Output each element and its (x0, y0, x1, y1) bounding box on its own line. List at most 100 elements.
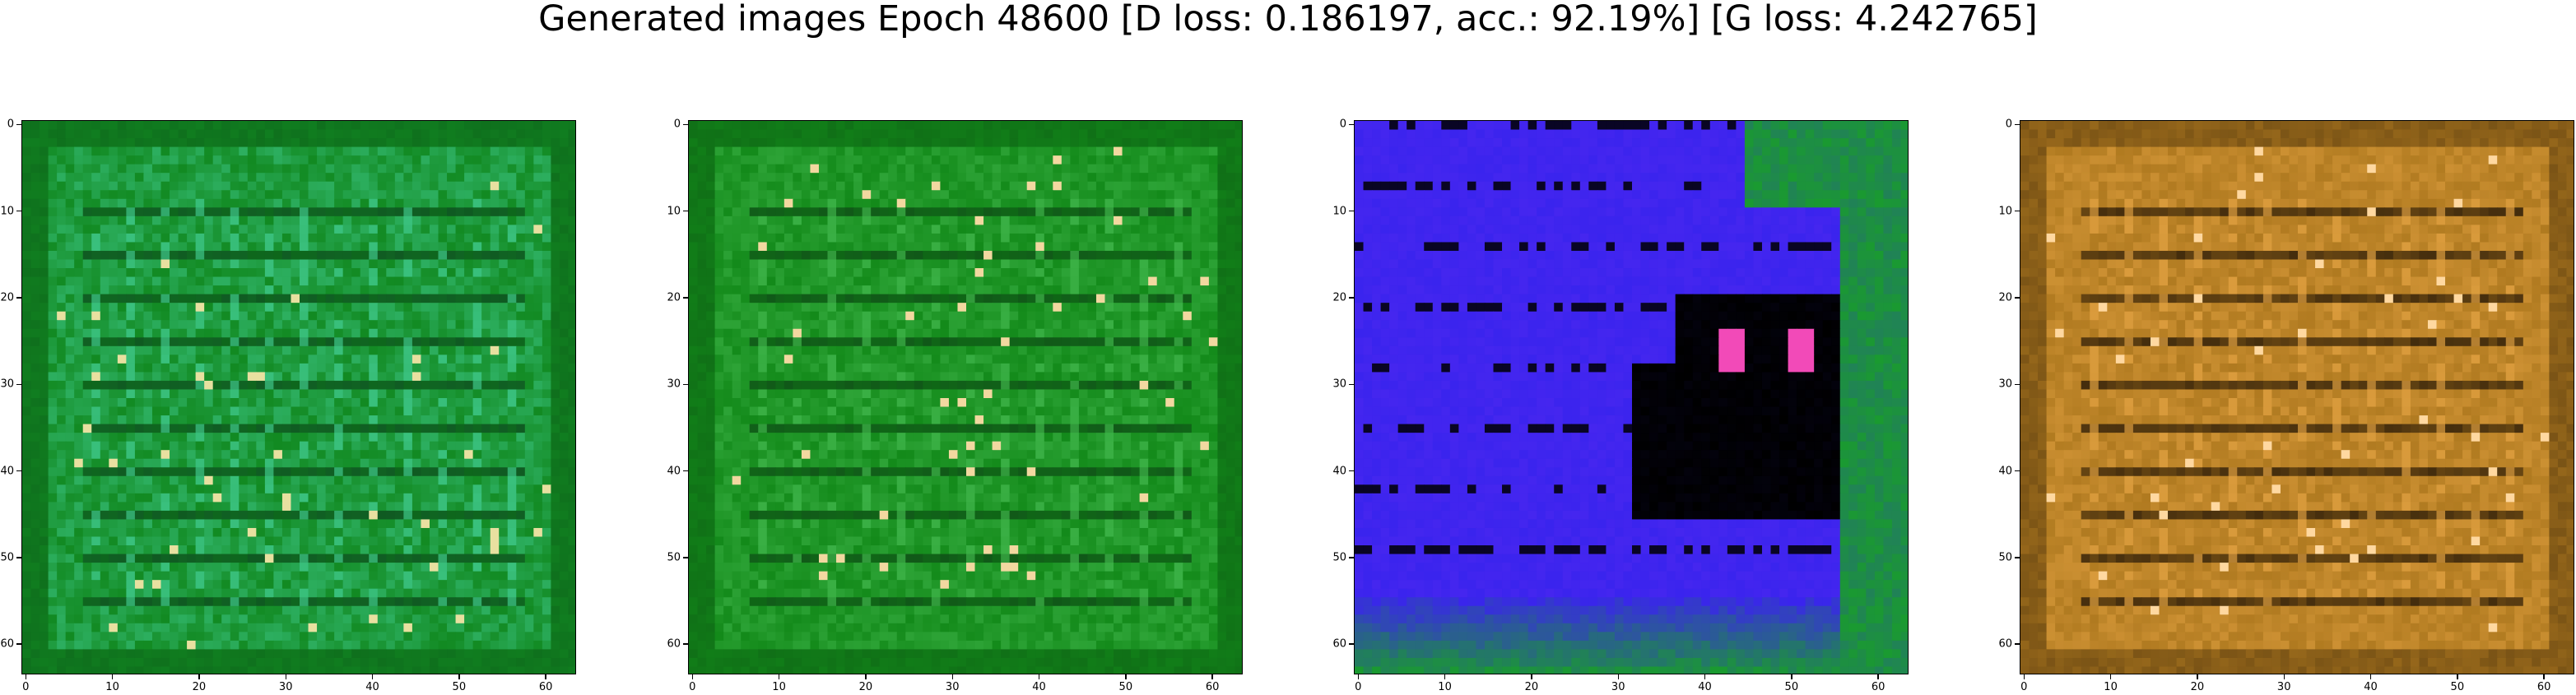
pixel (1044, 129, 1053, 139)
pixel (221, 605, 231, 615)
pixel (1078, 181, 1089, 191)
pixel (308, 372, 318, 382)
pixel (239, 519, 249, 529)
pixel (827, 215, 837, 225)
pixel (212, 632, 222, 642)
pixel (559, 467, 570, 477)
pixel (421, 632, 430, 642)
pixel (499, 259, 509, 269)
pixel (499, 173, 509, 183)
pixel (134, 527, 145, 538)
pixel (490, 268, 500, 278)
pixel (1026, 190, 1036, 200)
pixel (957, 190, 967, 200)
pixel (100, 406, 109, 416)
pixel (143, 623, 153, 632)
pixel (1001, 190, 1011, 200)
pixel (697, 207, 707, 217)
pixel (160, 605, 170, 615)
pixel (412, 242, 422, 252)
pixel (300, 493, 309, 503)
pixel (394, 467, 404, 477)
pixel (758, 207, 768, 217)
pixel (22, 268, 32, 278)
pixel (793, 155, 802, 165)
pixel (291, 250, 300, 261)
pixel (524, 363, 534, 373)
pixel (533, 138, 543, 148)
pixel (117, 554, 127, 563)
pixel (281, 215, 292, 225)
pixel (369, 164, 379, 174)
pixel (472, 545, 482, 555)
pixel (109, 640, 119, 651)
pixel (273, 554, 283, 563)
pixel (499, 588, 509, 598)
pixel (230, 467, 239, 477)
pixel (40, 146, 49, 156)
pixel (151, 398, 162, 408)
pixel (22, 450, 32, 460)
pixel (291, 406, 300, 416)
pixel (758, 164, 768, 174)
pixel (783, 129, 793, 139)
pixel (170, 484, 179, 494)
pixel (1018, 164, 1028, 174)
pixel (22, 580, 32, 590)
pixel (351, 303, 361, 313)
pixel (499, 250, 509, 261)
pixel (325, 657, 335, 668)
pixel (403, 623, 413, 632)
pixel (551, 198, 560, 208)
pixel (22, 536, 32, 546)
pixel (533, 441, 543, 451)
pixel (871, 121, 881, 131)
pixel (308, 268, 318, 278)
pixel (317, 181, 327, 191)
pixel (421, 502, 430, 512)
pixel (1104, 225, 1114, 234)
pixel (714, 225, 724, 234)
pixel (394, 406, 404, 416)
pixel (48, 554, 58, 563)
pixel (178, 146, 188, 156)
pixel (48, 129, 58, 139)
pixel (239, 571, 249, 581)
pixel (714, 198, 724, 208)
pixel (281, 303, 292, 313)
pixel (1200, 181, 1210, 191)
pixel (151, 605, 162, 615)
pixel (195, 588, 205, 598)
pixel (1139, 129, 1149, 139)
pixel (160, 441, 170, 451)
pixel (300, 406, 309, 416)
pixel (204, 389, 214, 399)
pixel (291, 424, 300, 433)
pixel (308, 510, 318, 521)
pixel (134, 259, 145, 269)
pixel (862, 129, 872, 139)
pixel (464, 450, 474, 460)
pixel (369, 337, 379, 347)
pixel (551, 406, 560, 416)
pixel (187, 666, 197, 674)
pixel (559, 259, 570, 269)
pixel (126, 225, 136, 234)
pixel (109, 605, 119, 615)
pixel (394, 580, 404, 590)
pixel (464, 467, 474, 477)
pixel (836, 181, 846, 191)
pixel (247, 467, 257, 477)
pixel (931, 138, 942, 148)
pixel (533, 268, 543, 278)
pixel (499, 328, 509, 338)
pixel (481, 242, 491, 252)
pixel (524, 536, 534, 546)
pixel (195, 294, 205, 303)
pixel (221, 597, 231, 607)
pixel (377, 320, 387, 330)
pixel (204, 441, 214, 451)
pixel (317, 527, 327, 538)
pixel (386, 259, 396, 269)
pixel (1104, 190, 1114, 200)
